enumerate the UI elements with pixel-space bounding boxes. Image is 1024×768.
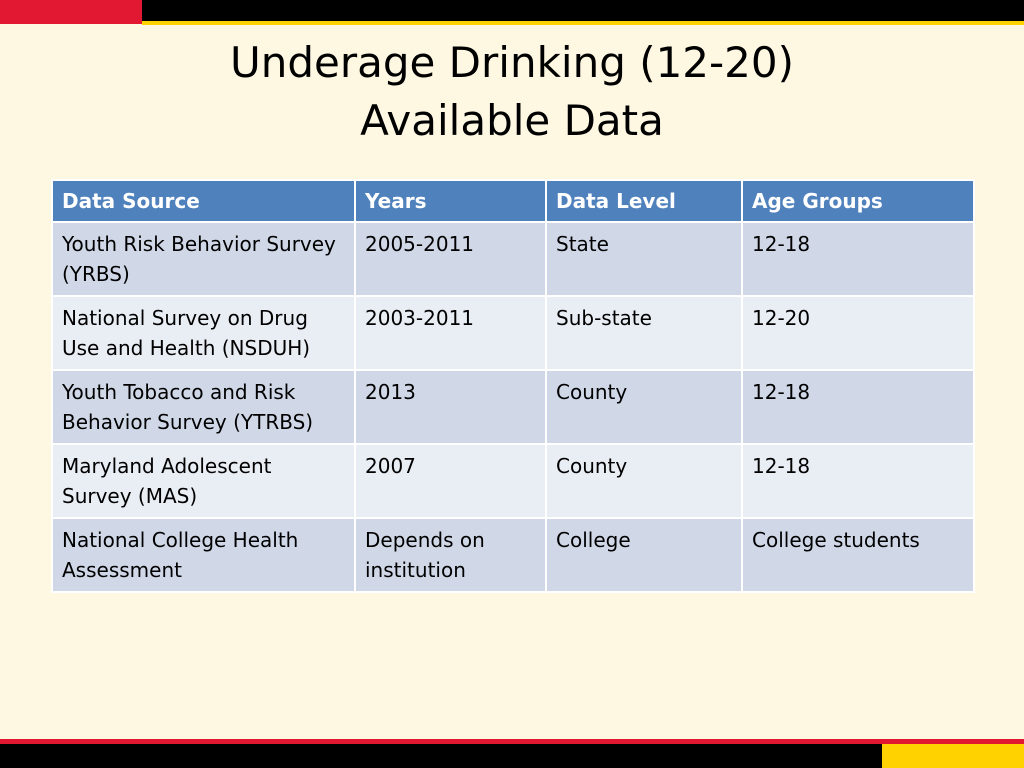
header-data-level: Data Level xyxy=(545,179,743,223)
bottom-banner-black xyxy=(0,744,1024,768)
cell-age-groups: 12-20 xyxy=(741,295,975,371)
cell-data-source: Maryland Adolescent Survey (MAS) xyxy=(51,443,356,519)
cell-years: 2005-2011 xyxy=(354,221,547,297)
cell-data-level: College xyxy=(545,517,743,593)
header-data-source: Data Source xyxy=(51,179,356,223)
cell-data-level: County xyxy=(545,369,743,445)
table-row: Youth Tobacco and Risk Behavior Survey (… xyxy=(51,369,975,445)
table-row: National Survey on Drug Use and Health (… xyxy=(51,295,975,371)
header-years: Years xyxy=(354,179,547,223)
cell-age-groups: 12-18 xyxy=(741,221,975,297)
cell-data-level: State xyxy=(545,221,743,297)
slide-title-line-1: Underage Drinking (12-20) xyxy=(229,38,795,87)
bottom-banner-gold-block xyxy=(882,744,1024,768)
slide-title: Underage Drinking (12-20) Available Data xyxy=(0,34,1024,150)
cell-data-level: County xyxy=(545,443,743,519)
data-sources-table: Data Source Years Data Level Age Groups … xyxy=(51,179,975,593)
top-banner-gold-stripe xyxy=(142,21,1024,25)
bottom-banner-red-stripe xyxy=(0,739,1024,744)
cell-years: Depends on institution xyxy=(354,517,547,593)
cell-data-level: Sub-state xyxy=(545,295,743,371)
table-row: Youth Risk Behavior Survey (YRBS) 2005-2… xyxy=(51,221,975,297)
table-row: National College Health Assessment Depen… xyxy=(51,517,975,593)
cell-years: 2007 xyxy=(354,443,547,519)
table-header-row: Data Source Years Data Level Age Groups xyxy=(51,179,975,223)
cell-years: 2013 xyxy=(354,369,547,445)
slide-title-line-2: Available Data xyxy=(360,96,664,145)
cell-data-source: Youth Risk Behavior Survey (YRBS) xyxy=(51,221,356,297)
cell-age-groups: 12-18 xyxy=(741,369,975,445)
cell-data-source: Youth Tobacco and Risk Behavior Survey (… xyxy=(51,369,356,445)
cell-age-groups: 12-18 xyxy=(741,443,975,519)
header-age-groups: Age Groups xyxy=(741,179,975,223)
top-banner-black xyxy=(0,0,1024,24)
table-row: Maryland Adolescent Survey (MAS) 2007 Co… xyxy=(51,443,975,519)
cell-data-source: National Survey on Drug Use and Health (… xyxy=(51,295,356,371)
cell-data-source: National College Health Assessment xyxy=(51,517,356,593)
cell-years: 2003-2011 xyxy=(354,295,547,371)
cell-age-groups: College students xyxy=(741,517,975,593)
top-banner-red-block xyxy=(0,0,142,24)
